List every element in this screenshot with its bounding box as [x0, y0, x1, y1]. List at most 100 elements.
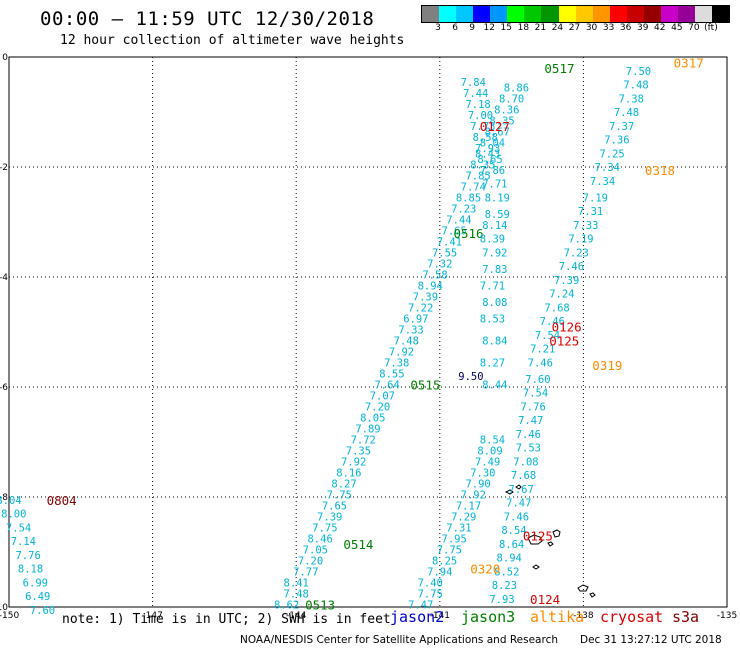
wave-height-value: 8.43 [475, 148, 500, 160]
wave-height-value: 7.64 [374, 379, 399, 391]
wave-height-value: 6.97 [403, 313, 428, 325]
island-tahiti-b [547, 529, 561, 547]
wave-height-value: 7.36 [604, 135, 629, 147]
wave-height-value: 8.04 [0, 495, 22, 507]
colorbar-tick-label: 18 [517, 23, 530, 33]
legend-entry-s3a: s3a [672, 608, 700, 626]
y-tick-label: -8 [0, 493, 8, 503]
colorbar-swatch [712, 6, 730, 22]
colorbar-tick-label: 45 [671, 23, 683, 33]
wave-height-value: 7.46 [559, 261, 584, 273]
wave-height-value: 7.05 [303, 544, 328, 556]
colorbar-tick-label: 3 [435, 23, 441, 33]
wave-height-value: 8.53 [480, 313, 505, 325]
colorbar-swatch [592, 6, 610, 22]
wave-height-value: 7.32 [427, 258, 452, 270]
wave-height-value: 7.44 [446, 214, 471, 226]
colorbar-tick-label: 42 [654, 23, 666, 33]
wave-height-value: 7.75 [418, 588, 443, 600]
wave-height-value: 7.49 [475, 456, 500, 468]
pass-time-label: 0517 [544, 61, 574, 76]
wave-height-value: 6.49 [25, 591, 50, 603]
wave-height-value: 8.55 [379, 368, 404, 380]
wave-height-value: 7.39 [554, 275, 579, 287]
wave-height-value: 7.25 [599, 148, 624, 160]
wave-height-value: 7.47 [518, 415, 543, 427]
wave-height-value: 8.19 [485, 192, 510, 204]
wave-height-value: 7.92 [389, 346, 414, 358]
wave-height-value: 7.95 [442, 533, 467, 545]
colorbar-swatch [558, 6, 576, 22]
wave-height-value: 7.34 [590, 176, 615, 188]
wave-height-value: 7.65 [442, 225, 467, 237]
wave-height-value: 8.84 [482, 335, 507, 347]
islands [504, 484, 596, 598]
colorbar-swatch [456, 6, 474, 22]
wave-height-value: 8.59 [485, 209, 510, 221]
wave-height-value: 7.39 [413, 291, 438, 303]
wave-height-value: 8.09 [477, 445, 502, 457]
wave-height-value: 7.54 [6, 522, 31, 534]
pass-time-label: 0125 [523, 529, 553, 544]
colorbar-tick-label: 39 [636, 23, 649, 33]
pass-time-label: 0804 [47, 493, 77, 508]
wave-height-value: 7.39 [317, 511, 342, 523]
wave-height-value: 7.30 [470, 467, 495, 479]
island-small [532, 564, 540, 570]
wave-height-value: 7.18 [465, 99, 490, 111]
wave-height-value: 8.94 [497, 553, 522, 565]
wave-height-value: 7.74 [461, 181, 486, 193]
wave-height-value: 7.20 [298, 555, 323, 567]
x-tick-label: -138 [573, 611, 594, 621]
wave-height-value: 7.55 [432, 247, 457, 259]
colorbar-tick-label: 15 [500, 23, 512, 33]
wave-height-value: 8.16 [336, 467, 361, 479]
wave-height-value: 7.46 [516, 429, 541, 441]
wave-height-value: 8.64 [499, 539, 524, 551]
pass-time-label: 0515 [410, 377, 440, 392]
wave-height-value: 7.40 [418, 577, 443, 589]
y-tick-label: -2 [0, 163, 8, 173]
wave-height-value: 7.33 [398, 324, 423, 336]
colorbar-swatch [677, 6, 695, 22]
wave-height-value: 7.37 [609, 121, 634, 133]
colorbar-swatch [422, 6, 440, 22]
colorbar-tick-label: 36 [619, 23, 632, 33]
wave-height-value: 7.84 [461, 77, 486, 89]
colorbar-tick-label: 21 [534, 23, 547, 33]
wave-height-value: 7.48 [284, 588, 309, 600]
wave-height-value: 7.85 [465, 170, 490, 182]
wave-height-value: 7.60 [525, 374, 550, 386]
wave-height-value: 7.20 [365, 401, 390, 413]
wave-height-value: 8.23 [492, 580, 517, 592]
colorbar-tick-label: 12 [483, 23, 495, 33]
wave-height-value: 7.14 [11, 536, 36, 548]
axis-tick-labels: -150 -147 -144 -141 -138 -135 0 -2 -4 -6 -8 -10 [0, 53, 737, 621]
wave-height-value: 8.86 [504, 82, 529, 94]
wave-height-value: 7.17 [456, 500, 481, 512]
pass-time-label: 0516 [453, 226, 483, 241]
wave-height-value: 8.05 [360, 412, 385, 424]
wave-height-value: 6.99 [23, 577, 48, 589]
wave-height-value: 8.35 [470, 159, 495, 171]
colorbar-swatch [575, 6, 593, 22]
wave-height-value: 7.90 [465, 478, 490, 490]
wave-height-value: 7.48 [394, 335, 419, 347]
wave-height-value: 7.23 [564, 247, 589, 259]
wave-height-value: 7.19 [568, 234, 593, 246]
pass-time-label: 0126 [552, 320, 582, 335]
legend-entry-jason3: jason3 [461, 608, 516, 626]
wave-height-value: 8.65 [477, 154, 502, 166]
wave-height-value: 8.54 [501, 525, 526, 537]
colorbar-swatch [541, 6, 559, 22]
wave-height-value: 8.27 [480, 357, 505, 369]
y-tick-label: -6 [0, 383, 8, 393]
wave-height-value: 7.46 [528, 357, 553, 369]
pass-time-label: 0317 [674, 56, 704, 71]
wave-height-colorbar [421, 5, 730, 23]
pass-time-label: 0514 [343, 537, 373, 552]
wave-height-value: 7.44 [463, 88, 488, 100]
x-tick-label: -144 [286, 611, 307, 621]
wave-height-value: 7.93 [489, 594, 514, 606]
